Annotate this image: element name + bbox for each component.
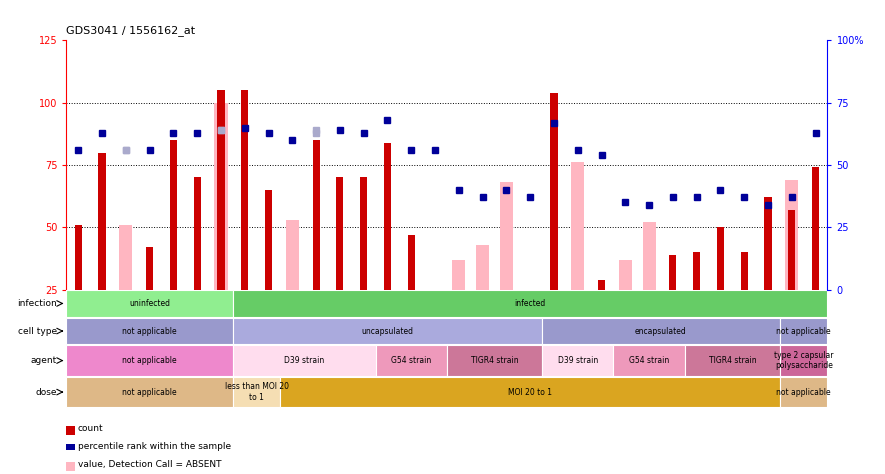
Bar	[598, 280, 605, 290]
Bar	[336, 177, 343, 290]
Bar	[693, 252, 700, 290]
Bar	[542, 318, 780, 344]
Text: value, Detection Call = ABSENT: value, Detection Call = ABSENT	[78, 460, 221, 469]
Text: cell type: cell type	[18, 327, 58, 336]
Bar	[669, 255, 676, 290]
Bar	[812, 167, 820, 290]
Text: not applicable: not applicable	[776, 327, 831, 336]
Bar	[780, 346, 827, 376]
Text: TIGR4 strain: TIGR4 strain	[471, 356, 519, 365]
Bar	[619, 260, 632, 290]
Bar	[408, 235, 415, 290]
Text: type 2 capsular
polysaccharide: type 2 capsular polysaccharide	[774, 351, 834, 370]
Bar	[146, 247, 153, 290]
Text: agent: agent	[31, 356, 58, 365]
Text: dose: dose	[35, 388, 58, 397]
Bar	[66, 346, 233, 376]
Bar	[233, 290, 827, 317]
Text: count: count	[78, 424, 104, 433]
Text: percentile rank within the sample: percentile rank within the sample	[78, 442, 231, 451]
Bar	[281, 377, 780, 407]
Bar	[643, 222, 656, 290]
Bar	[452, 260, 466, 290]
Text: TIGR4 strain: TIGR4 strain	[709, 356, 756, 365]
Bar	[98, 153, 105, 290]
Bar	[242, 90, 249, 290]
Bar	[170, 140, 177, 290]
Bar	[265, 190, 272, 290]
Bar	[119, 225, 133, 290]
Bar	[789, 210, 796, 290]
Bar	[66, 377, 233, 407]
Text: encapsulated: encapsulated	[635, 327, 687, 336]
Text: MOI 20 to 1: MOI 20 to 1	[508, 388, 552, 397]
Bar	[613, 346, 685, 376]
Text: not applicable: not applicable	[122, 388, 177, 397]
Bar	[66, 290, 233, 317]
Bar	[717, 228, 724, 290]
Text: not applicable: not applicable	[122, 356, 177, 365]
Bar	[542, 346, 613, 376]
Bar	[550, 92, 558, 290]
Text: not applicable: not applicable	[122, 327, 177, 336]
Bar	[780, 318, 827, 344]
Bar	[360, 177, 367, 290]
Bar	[447, 346, 543, 376]
Bar	[384, 143, 391, 290]
Text: uninfected: uninfected	[129, 299, 170, 308]
Bar	[476, 245, 489, 290]
Bar	[194, 177, 201, 290]
Bar	[214, 103, 227, 290]
Bar	[571, 163, 584, 290]
Text: D39 strain: D39 strain	[558, 356, 598, 365]
Bar	[765, 197, 772, 290]
Bar	[500, 182, 513, 290]
Text: infection: infection	[18, 299, 58, 308]
Text: uncapsulated: uncapsulated	[361, 327, 413, 336]
Bar	[233, 377, 281, 407]
Bar	[286, 220, 299, 290]
Bar	[375, 346, 447, 376]
Text: GDS3041 / 1556162_at: GDS3041 / 1556162_at	[66, 25, 196, 36]
Text: less than MOI 20
to 1: less than MOI 20 to 1	[225, 383, 289, 402]
Bar	[780, 377, 827, 407]
Bar	[74, 225, 81, 290]
Bar	[685, 346, 780, 376]
Bar	[233, 318, 542, 344]
Bar	[645, 290, 652, 319]
Bar	[66, 318, 233, 344]
Text: not applicable: not applicable	[776, 388, 831, 397]
Bar	[233, 346, 375, 376]
Bar	[785, 180, 798, 290]
Text: G54 strain: G54 strain	[629, 356, 669, 365]
Bar	[218, 90, 225, 290]
Text: G54 strain: G54 strain	[391, 356, 431, 365]
Text: infected: infected	[514, 299, 546, 308]
Bar	[312, 140, 319, 290]
Text: D39 strain: D39 strain	[284, 356, 324, 365]
Bar	[741, 252, 748, 290]
